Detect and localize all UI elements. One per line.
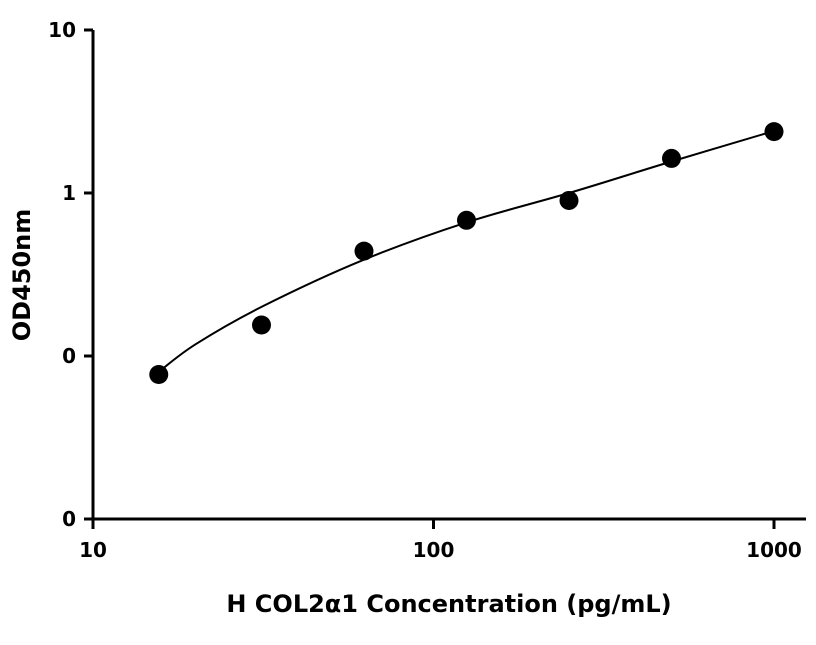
y-tick-label: 1 <box>62 181 76 205</box>
x-axis-title: H COL2α1 Concentration (pg/mL) <box>226 590 671 618</box>
y-axis-title: OD450nm <box>8 209 36 342</box>
data-point <box>456 210 476 230</box>
x-tick-label: 1000 <box>746 538 802 562</box>
x-tick-label: 100 <box>413 538 455 562</box>
data-point <box>559 190 579 210</box>
data-points <box>149 122 784 385</box>
axes <box>84 28 806 529</box>
data-point <box>149 365 169 385</box>
y-tick-label: 0 <box>62 344 76 368</box>
data-point <box>251 315 271 335</box>
data-point <box>764 122 784 142</box>
y-tick-label: 10 <box>48 18 76 42</box>
data-point <box>661 148 681 168</box>
fit-curve <box>158 130 775 373</box>
x-tick-label: 10 <box>79 538 107 562</box>
tick-labels: 0 0 1 10 10 100 1000 <box>48 18 802 562</box>
data-point <box>354 241 374 261</box>
y-tick-label: 0 <box>62 507 76 531</box>
fit-curve-layer <box>158 130 775 373</box>
